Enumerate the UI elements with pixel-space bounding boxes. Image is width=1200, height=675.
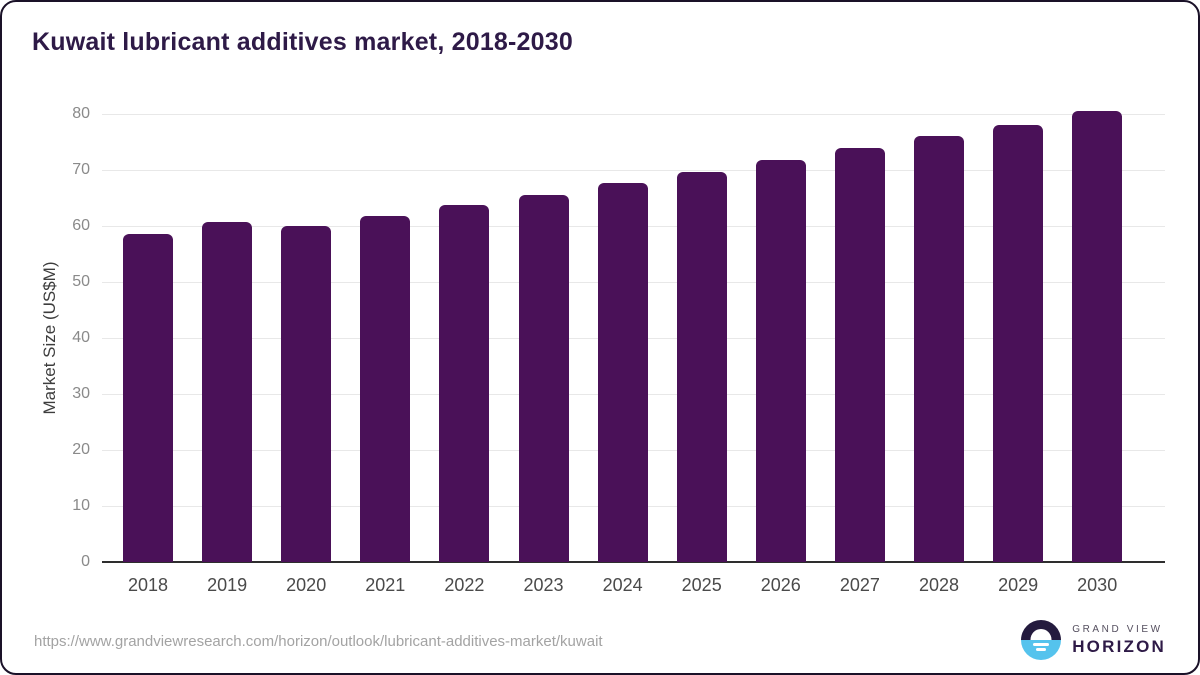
logo-horizon-line-2 xyxy=(1036,648,1047,651)
x-tick-label: 2028 xyxy=(918,575,960,595)
y-tick-label: 70 xyxy=(72,161,90,178)
grand-view-horizon-logo: GRAND VIEW HORIZON xyxy=(1021,620,1166,660)
x-tick-label: 2029 xyxy=(998,575,1039,595)
bar-2028 xyxy=(914,136,964,562)
x-tick-label: 2024 xyxy=(602,575,643,595)
bar-2020 xyxy=(281,226,332,562)
x-tick-label: 2023 xyxy=(523,575,564,595)
logo-sun-shape xyxy=(1030,629,1052,640)
x-tick-label: 2021 xyxy=(365,575,406,595)
chart-title: Kuwait lubricant additives market, 2018-… xyxy=(32,28,573,56)
x-tick-label: 2027 xyxy=(839,575,880,595)
gridline xyxy=(102,114,1165,115)
bar-2021 xyxy=(360,216,411,562)
bar-2030 xyxy=(1072,111,1123,562)
source-url: https://www.grandviewresearch.com/horizo… xyxy=(34,633,603,650)
bar-2024 xyxy=(597,182,648,562)
bar-2027 xyxy=(834,148,885,562)
bar-2029 xyxy=(993,125,1044,562)
y-tick-label: 80 xyxy=(72,105,90,122)
y-tick-label: 40 xyxy=(72,329,90,346)
bar-2026 xyxy=(755,160,806,562)
logo-horizon-line-1 xyxy=(1033,643,1050,646)
y-tick-label: 60 xyxy=(72,217,90,234)
bar-2019 xyxy=(202,222,253,562)
logo-brand-top: GRAND VIEW xyxy=(1072,623,1163,635)
x-tick-label: 2020 xyxy=(286,575,327,595)
bar-2018 xyxy=(123,234,173,562)
x-tick-label: 2022 xyxy=(444,575,485,595)
x-tick-label: 2019 xyxy=(207,575,248,595)
horizon-sun-icon xyxy=(1021,620,1062,660)
y-tick-label: 10 xyxy=(72,497,90,514)
bar-2023 xyxy=(518,195,569,562)
logo-wordmark: GRAND VIEW HORIZON xyxy=(1072,624,1166,657)
gridline xyxy=(102,170,1165,171)
x-tick-label: 2026 xyxy=(760,575,801,595)
x-tick-label: 2025 xyxy=(681,575,722,595)
y-tick-label: 0 xyxy=(81,553,90,570)
bar-2022 xyxy=(439,205,490,562)
x-tick-label: 2018 xyxy=(127,575,169,595)
y-tick-label: 50 xyxy=(72,273,90,290)
y-tick-label: 20 xyxy=(72,441,90,458)
y-tick-label: 30 xyxy=(72,385,90,402)
logo-brand-bottom: HORIZON xyxy=(1072,636,1166,656)
x-tick-label: 2030 xyxy=(1077,575,1118,595)
bar-2025 xyxy=(676,171,727,562)
x-axis-line xyxy=(102,561,1165,563)
